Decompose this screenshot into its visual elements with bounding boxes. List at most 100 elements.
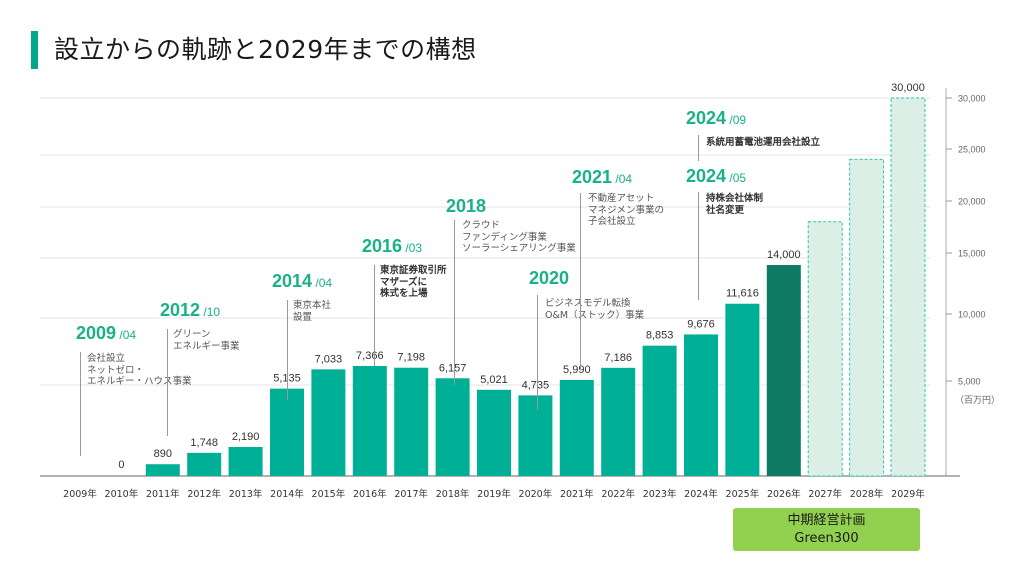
bar-2016年 <box>352 366 387 476</box>
value-label: 8,853 <box>646 330 674 342</box>
x-tick-label: 2015年 <box>312 488 346 500</box>
value-label: 5,990 <box>563 364 591 376</box>
bar-plan-2029年 <box>890 97 926 477</box>
milestone-year: 2021 <box>572 167 613 187</box>
x-tick-label: 2014年 <box>270 488 304 500</box>
y-tick-label: 15,000 <box>958 249 986 259</box>
milestone-year: 2014 <box>272 271 313 291</box>
bar-2024年 <box>684 334 718 476</box>
y-tick-label: 10,000 <box>958 310 986 320</box>
milestone-month: /04 <box>312 276 333 290</box>
milestone-heading: 2018 <box>446 196 486 217</box>
plan-title: 中期経営計画 <box>787 513 866 528</box>
milestone-heading: 2020 <box>529 268 569 289</box>
bar-2011年 <box>145 464 180 476</box>
value-label: 11,616 <box>726 288 759 300</box>
x-tick-label: 2018年 <box>436 488 470 500</box>
value-label: 7,198 <box>397 352 425 364</box>
milestone-heading: 2024 /09 <box>686 108 746 129</box>
milestone-month: /09 <box>726 113 747 127</box>
milestone-heading: 2009 /04 <box>76 323 136 344</box>
milestone-heading: 2021 /04 <box>572 167 632 188</box>
x-tick-label: 2026年 <box>767 488 801 500</box>
x-tick-label: 2022年 <box>601 488 635 500</box>
bar-2017年 <box>394 367 429 476</box>
leader-line <box>698 192 699 300</box>
bar-2013年 <box>228 447 263 476</box>
bar-2021年 <box>559 379 594 476</box>
x-tick-label: 2017年 <box>394 488 428 500</box>
leader-line <box>580 193 581 370</box>
milestone-description: 持株会社体制 社名変更 <box>706 193 764 216</box>
value-label: 6,157 <box>439 362 467 374</box>
value-label: 0 <box>118 459 124 471</box>
milestone-year: 2024 <box>686 108 727 128</box>
value-label: 7,186 <box>604 352 632 364</box>
y-tick-label: 30,000 <box>958 94 986 104</box>
milestone-description: 東京証券取引所 マザーズに 株式を上場 <box>380 265 447 299</box>
bar-2015年 <box>311 369 346 476</box>
x-tick-label: 2016年 <box>353 488 387 500</box>
bar-2020年 <box>518 395 553 476</box>
milestone-month: /04 <box>116 328 137 342</box>
x-tick-label: 2025年 <box>726 488 760 500</box>
milestone-heading: 2014 /04 <box>272 271 332 292</box>
y-unit-label: （百万円） <box>955 395 1000 406</box>
value-label: 7,366 <box>356 350 384 362</box>
bar-2018年 <box>435 378 470 476</box>
bar-plan-2028年 <box>849 158 885 477</box>
milestone-description: 東京本社 設置 <box>293 300 332 323</box>
bar-2012年 <box>187 452 222 476</box>
milestone-year: 2018 <box>446 196 487 216</box>
milestone-heading: 2024 /05 <box>686 166 746 187</box>
leader-line <box>80 352 81 456</box>
milestone-year: 2009 <box>76 323 117 343</box>
plan-name: Green300 <box>794 531 859 546</box>
bar-2026年 <box>766 265 801 476</box>
x-tick-label: 2019年 <box>477 488 511 500</box>
milestone-month: /03 <box>402 241 423 255</box>
bar-plan-2027年 <box>807 221 843 477</box>
value-label: 7,033 <box>315 353 343 365</box>
milestone-year: 2012 <box>160 300 201 320</box>
leader-line <box>537 295 538 410</box>
milestone-description: グリーン エネルギー事業 <box>173 329 240 352</box>
y-tick-label: 25,000 <box>958 145 986 155</box>
value-label: 1,748 <box>190 437 218 449</box>
title-accent-bar <box>31 31 38 69</box>
x-tick-label: 2024年 <box>684 488 718 500</box>
value-label: 9,676 <box>687 318 715 330</box>
x-tick-label: 2010年 <box>105 488 139 500</box>
x-tick-label: 2023年 <box>643 488 677 500</box>
value-label: 30,000 <box>891 82 925 94</box>
value-label: 5,021 <box>480 374 508 386</box>
leader-line <box>698 135 699 161</box>
bar-2022年 <box>601 367 636 476</box>
x-tick-label: 2011年 <box>146 488 180 500</box>
bar-2023年 <box>642 345 677 476</box>
mid-term-plan-label: 中期経営計画 Green300 <box>733 508 920 551</box>
x-tick-label: 2021年 <box>560 488 594 500</box>
x-tick-label: 2009年 <box>63 488 97 500</box>
bar-2014年 <box>270 388 304 476</box>
milestone-month: /05 <box>726 171 747 185</box>
leader-line <box>287 300 288 400</box>
y-tick-label: 5,000 <box>958 377 981 387</box>
bar-2019年 <box>477 389 511 476</box>
milestone-description: 会社設立 ネットゼロ・ エネルギー・ハウス事業 <box>87 353 192 387</box>
bar-2025年 <box>725 303 760 476</box>
milestone-year: 2016 <box>362 236 403 256</box>
milestone-year: 2024 <box>686 166 727 186</box>
milestone-description: 系統用蓄電池運用会社設立 <box>706 137 821 148</box>
x-tick-label: 2028年 <box>850 488 884 500</box>
leader-line <box>454 220 455 385</box>
x-tick-label: 2012年 <box>187 488 221 500</box>
page-title: 設立からの軌跡と2029年までの構想 <box>54 35 477 64</box>
milestone-heading: 2016 /03 <box>362 236 422 257</box>
value-label: 14,000 <box>767 249 801 261</box>
milestone-description: ビジネスモデル転換 O&M（ストック）事業 <box>545 298 645 321</box>
value-label: 4,735 <box>522 379 550 391</box>
x-tick-label: 2029年 <box>891 488 925 500</box>
milestone-description: 不動産アセット マネジメン事業の 子会社設立 <box>588 193 665 227</box>
